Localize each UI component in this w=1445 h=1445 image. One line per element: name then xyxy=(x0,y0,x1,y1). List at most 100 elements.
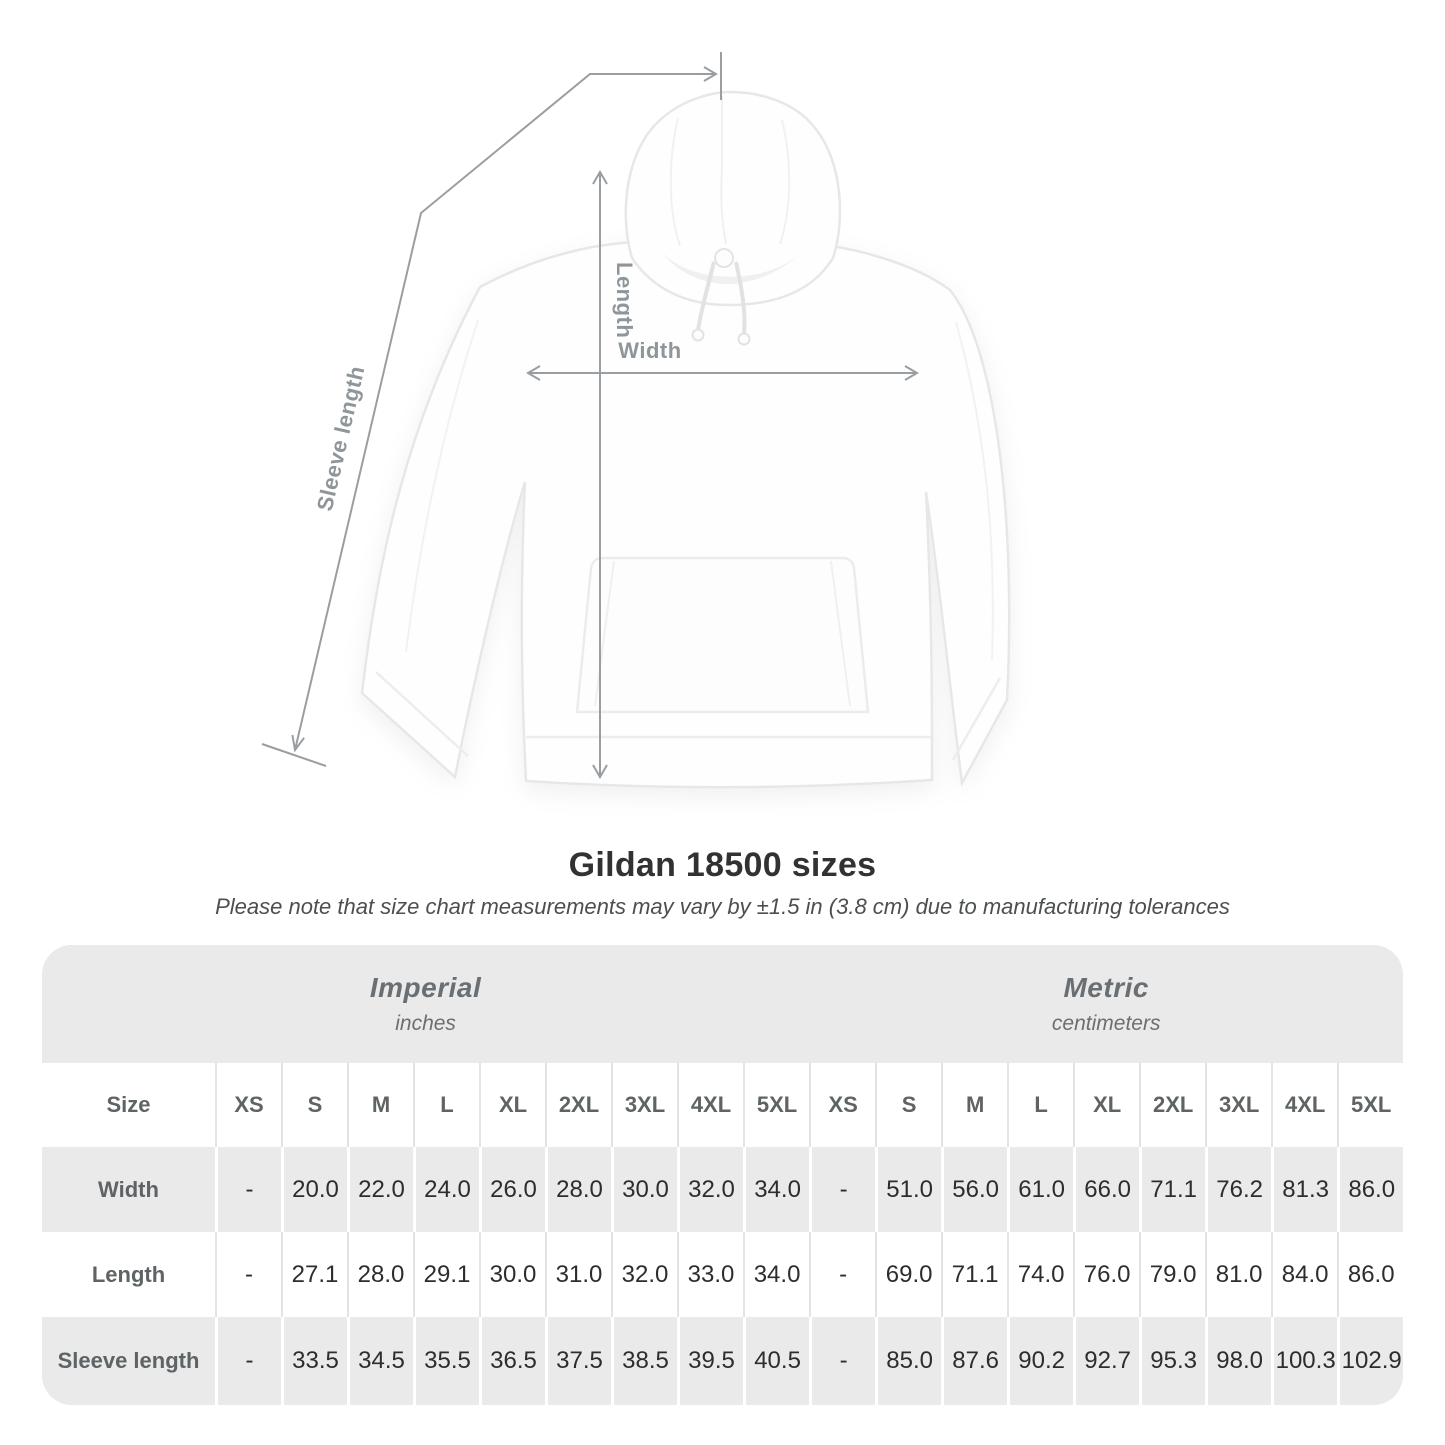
table-cell: 36.5 xyxy=(479,1317,545,1405)
table-cell: - xyxy=(215,1317,281,1405)
size-header-cell: 3XL xyxy=(1205,1063,1272,1147)
table-cell: 61.0 xyxy=(1007,1147,1074,1232)
size-header-cell: 2XL xyxy=(1139,1063,1206,1147)
size-table: Imperial inches Metric centimeters Size … xyxy=(42,945,1403,1405)
table-cell: 28.0 xyxy=(347,1232,413,1317)
table-cell: 90.2 xyxy=(1007,1317,1074,1405)
table-cell: 32.0 xyxy=(677,1147,743,1232)
metric-group-unit: centimeters xyxy=(1051,1012,1161,1035)
sleeve-length-line xyxy=(294,73,716,751)
sleeve-length-arrowhead-bottom xyxy=(291,734,305,753)
sleeve-crease-right xyxy=(955,321,994,661)
table-cell: 56.0 xyxy=(941,1147,1008,1232)
width-measure-label: Width xyxy=(618,338,681,363)
metric-group-title: Metric xyxy=(1063,972,1149,1003)
size-header-cell: S xyxy=(875,1063,942,1147)
hoodie-pocket xyxy=(575,556,870,714)
table-cell: 87.6 xyxy=(941,1317,1008,1405)
table-cell: 31.0 xyxy=(545,1232,611,1317)
hoodie-cuff-right xyxy=(951,677,1002,761)
length-arrowhead-top xyxy=(592,170,608,185)
hoodie-hood xyxy=(624,90,842,307)
table-cell: 98.0 xyxy=(1205,1317,1272,1405)
hood-seam xyxy=(720,96,727,245)
table-cell: 35.5 xyxy=(413,1317,479,1405)
table-cell: - xyxy=(809,1317,876,1405)
table-cell: 20.0 xyxy=(281,1147,347,1232)
width-arrowhead-left xyxy=(526,365,541,381)
table-cell: 34.5 xyxy=(347,1317,413,1405)
table-cell: 51.0 xyxy=(875,1147,942,1232)
size-header-cell: XL xyxy=(479,1063,545,1147)
hood-inner-shadow xyxy=(660,248,806,284)
unit-group-header-row: Imperial inches Metric centimeters xyxy=(42,945,1403,1063)
size-table-container: Imperial inches Metric centimeters Size … xyxy=(42,945,1403,1405)
imperial-group-title: Imperial xyxy=(369,972,482,1003)
table-cell: 71.1 xyxy=(1139,1147,1206,1232)
table-cell: 30.0 xyxy=(479,1232,545,1317)
drawstring-knot xyxy=(714,248,734,268)
tolerance-note: Please note that size chart measurements… xyxy=(215,894,1230,919)
table-cell: 74.0 xyxy=(1007,1232,1074,1317)
table-cell: 28.0 xyxy=(545,1147,611,1232)
drawstring-aglet-right xyxy=(737,332,751,346)
table-cell: 24.0 xyxy=(413,1147,479,1232)
hoodie-cuff-left xyxy=(375,671,469,757)
table-cell: 76.2 xyxy=(1205,1147,1272,1232)
table-cell: 102.9 xyxy=(1337,1317,1403,1405)
size-header-cell: L xyxy=(1007,1063,1074,1147)
size-header-cell: S xyxy=(281,1063,347,1147)
size-header-cell: 4XL xyxy=(677,1063,743,1147)
row-label-sleeve-length: Sleeve length xyxy=(42,1317,215,1405)
drawstring-left xyxy=(696,261,716,331)
metric-group-header: Metric centimeters xyxy=(809,945,1403,1063)
table-cell: 33.0 xyxy=(677,1232,743,1317)
table-cell: 26.0 xyxy=(479,1147,545,1232)
table-cell: - xyxy=(809,1232,876,1317)
measurement-lines xyxy=(261,52,919,779)
table-cell: 76.0 xyxy=(1073,1232,1140,1317)
table-cell: 22.0 xyxy=(347,1147,413,1232)
table-cell: 86.0 xyxy=(1337,1147,1403,1232)
imperial-group-header: Imperial inches xyxy=(42,945,810,1063)
table-cell: 32.0 xyxy=(611,1232,677,1317)
hoodie-illustration xyxy=(360,90,1011,789)
table-cell: 38.5 xyxy=(611,1317,677,1405)
sleeve-length-arrowhead-right xyxy=(703,66,718,82)
page-title: Gildan 18500 sizes xyxy=(568,846,877,884)
hood-fold-right xyxy=(779,119,791,245)
size-header-cell: M xyxy=(347,1063,413,1147)
size-header-label: Size xyxy=(42,1063,215,1147)
length-arrowhead-bottom xyxy=(592,764,608,779)
row-label-length: Length xyxy=(42,1232,215,1317)
length-measure-label: Length xyxy=(612,262,637,338)
length-row: Length - 27.1 28.0 29.1 30.0 31.0 32.0 3… xyxy=(42,1232,1403,1317)
sleeve-crease-left xyxy=(405,319,479,653)
row-label-width: Width xyxy=(42,1147,215,1232)
sleeve-length-measure-label: Sleeve length xyxy=(312,363,370,513)
table-cell: 69.0 xyxy=(875,1232,942,1317)
table-cell: 30.0 xyxy=(611,1147,677,1232)
width-row: Width - 20.0 22.0 24.0 26.0 28.0 30.0 32… xyxy=(42,1147,1403,1232)
drawstring-aglet-left xyxy=(691,328,705,342)
table-cell: 79.0 xyxy=(1139,1232,1206,1317)
size-header-cell: XS xyxy=(809,1063,876,1147)
pocket-opening-left xyxy=(594,560,615,707)
table-cell: 27.1 xyxy=(281,1232,347,1317)
table-cell: - xyxy=(215,1232,281,1317)
sleeve-length-end-tick xyxy=(261,743,327,767)
table-cell: 37.5 xyxy=(545,1317,611,1405)
table-cell: - xyxy=(215,1147,281,1232)
hood-fold-left xyxy=(669,117,681,247)
table-cell: 29.1 xyxy=(413,1232,479,1317)
table-cell: 100.3 xyxy=(1271,1317,1338,1405)
table-cell: 95.3 xyxy=(1139,1317,1206,1405)
drawstring-right xyxy=(734,261,747,335)
table-cell: 71.1 xyxy=(941,1232,1008,1317)
table-cell: 81.0 xyxy=(1205,1232,1272,1317)
size-header-cell: 5XL xyxy=(1337,1063,1403,1147)
pocket-opening-right xyxy=(830,560,851,707)
table-cell: 34.0 xyxy=(743,1147,810,1232)
table-cell: 84.0 xyxy=(1271,1232,1338,1317)
